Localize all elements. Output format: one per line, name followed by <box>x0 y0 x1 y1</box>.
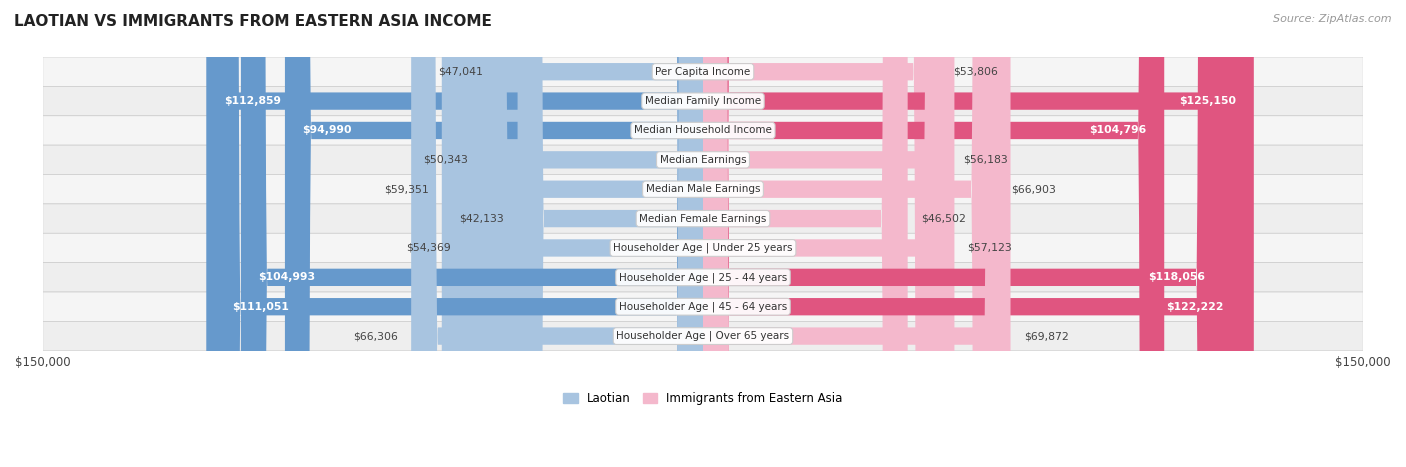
Text: $47,041: $47,041 <box>437 67 482 77</box>
FancyBboxPatch shape <box>703 0 939 467</box>
Text: $122,222: $122,222 <box>1166 302 1223 311</box>
FancyBboxPatch shape <box>42 292 1364 321</box>
FancyBboxPatch shape <box>703 0 997 467</box>
Text: $94,990: $94,990 <box>302 126 352 135</box>
Text: Median Female Earnings: Median Female Earnings <box>640 213 766 224</box>
FancyBboxPatch shape <box>441 0 703 467</box>
FancyBboxPatch shape <box>42 175 1364 204</box>
FancyBboxPatch shape <box>703 0 1011 467</box>
Text: $53,806: $53,806 <box>953 67 998 77</box>
Text: LAOTIAN VS IMMIGRANTS FROM EASTERN ASIA INCOME: LAOTIAN VS IMMIGRANTS FROM EASTERN ASIA … <box>14 14 492 29</box>
Text: Householder Age | 25 - 44 years: Householder Age | 25 - 44 years <box>619 272 787 283</box>
Text: Householder Age | Under 25 years: Householder Age | Under 25 years <box>613 243 793 253</box>
Text: $111,051: $111,051 <box>232 302 288 311</box>
FancyBboxPatch shape <box>42 262 1364 292</box>
Text: Householder Age | Over 65 years: Householder Age | Over 65 years <box>616 331 790 341</box>
Text: $69,872: $69,872 <box>1024 331 1069 341</box>
FancyBboxPatch shape <box>703 0 1164 467</box>
Text: Householder Age | 45 - 64 years: Householder Age | 45 - 64 years <box>619 302 787 312</box>
FancyBboxPatch shape <box>240 0 703 467</box>
Text: $66,903: $66,903 <box>1011 184 1056 194</box>
FancyBboxPatch shape <box>703 0 1223 467</box>
Text: $59,351: $59,351 <box>384 184 429 194</box>
Legend: Laotian, Immigrants from Eastern Asia: Laotian, Immigrants from Eastern Asia <box>558 387 848 410</box>
FancyBboxPatch shape <box>42 116 1364 145</box>
FancyBboxPatch shape <box>703 0 908 467</box>
Text: $104,796: $104,796 <box>1090 126 1147 135</box>
Text: $56,183: $56,183 <box>963 155 1008 165</box>
Text: $125,150: $125,150 <box>1180 96 1236 106</box>
Text: $46,502: $46,502 <box>921 213 966 224</box>
FancyBboxPatch shape <box>42 204 1364 234</box>
FancyBboxPatch shape <box>42 145 1364 175</box>
FancyBboxPatch shape <box>42 321 1364 351</box>
FancyBboxPatch shape <box>207 0 703 467</box>
Text: $42,133: $42,133 <box>460 213 505 224</box>
Text: $104,993: $104,993 <box>259 272 315 283</box>
FancyBboxPatch shape <box>285 0 703 467</box>
Text: Median Family Income: Median Family Income <box>645 96 761 106</box>
FancyBboxPatch shape <box>517 0 703 467</box>
Text: $57,123: $57,123 <box>967 243 1012 253</box>
FancyBboxPatch shape <box>703 0 1254 467</box>
Text: $54,369: $54,369 <box>406 243 450 253</box>
FancyBboxPatch shape <box>464 0 703 467</box>
FancyBboxPatch shape <box>703 0 955 467</box>
FancyBboxPatch shape <box>42 86 1364 116</box>
FancyBboxPatch shape <box>214 0 703 467</box>
Text: $118,056: $118,056 <box>1147 272 1205 283</box>
Text: Median Male Earnings: Median Male Earnings <box>645 184 761 194</box>
FancyBboxPatch shape <box>42 57 1364 86</box>
FancyBboxPatch shape <box>42 234 1364 262</box>
FancyBboxPatch shape <box>703 0 950 467</box>
FancyBboxPatch shape <box>496 0 703 467</box>
Text: Median Earnings: Median Earnings <box>659 155 747 165</box>
Text: Median Household Income: Median Household Income <box>634 126 772 135</box>
Text: Per Capita Income: Per Capita Income <box>655 67 751 77</box>
Text: $50,343: $50,343 <box>423 155 468 165</box>
Text: $66,306: $66,306 <box>353 331 398 341</box>
FancyBboxPatch shape <box>481 0 703 467</box>
Text: $112,859: $112,859 <box>224 96 281 106</box>
FancyBboxPatch shape <box>703 0 1241 467</box>
FancyBboxPatch shape <box>411 0 703 467</box>
Text: Source: ZipAtlas.com: Source: ZipAtlas.com <box>1274 14 1392 24</box>
